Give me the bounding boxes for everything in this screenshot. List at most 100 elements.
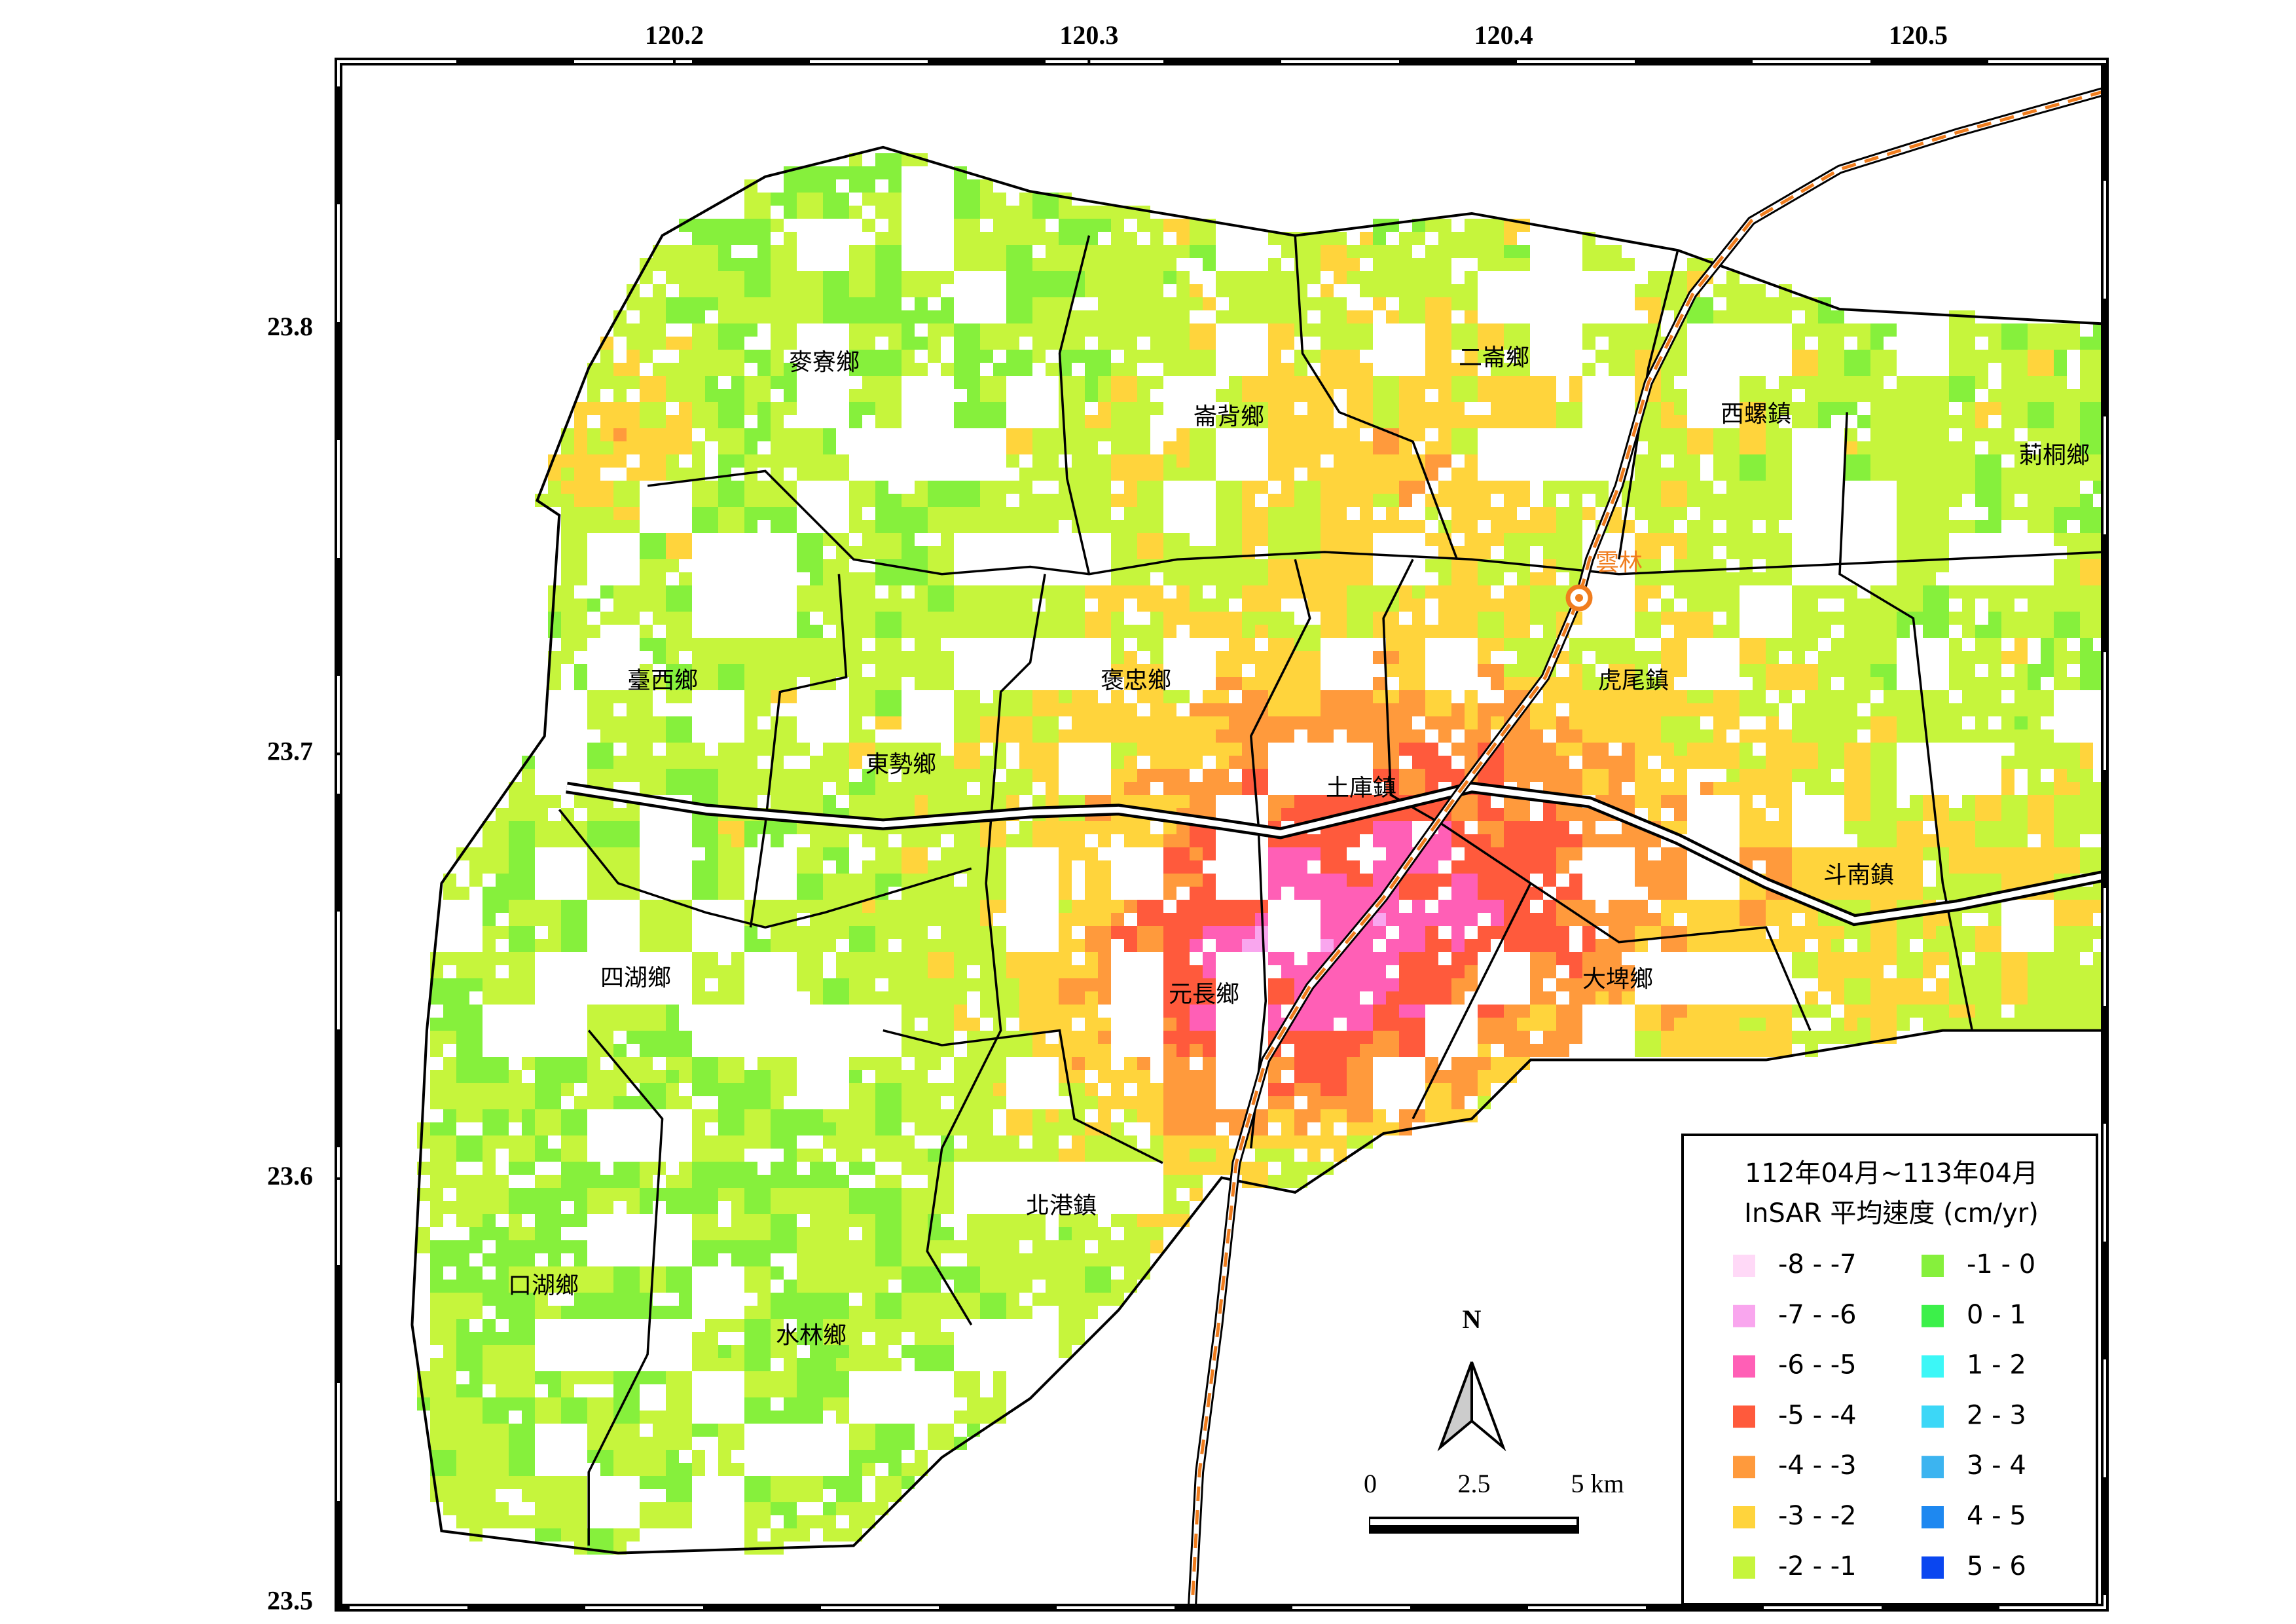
raster-cell <box>522 1162 535 1175</box>
raster-cell <box>862 926 875 939</box>
raster-cell <box>1255 743 1268 756</box>
raster-cell <box>1438 913 1451 926</box>
raster-cell <box>1425 690 1438 703</box>
raster-cell <box>1124 454 1137 468</box>
raster-cell <box>902 520 915 533</box>
raster-cell <box>1347 900 1360 913</box>
raster-cell <box>784 1515 797 1528</box>
raster-cell <box>1399 769 1412 782</box>
raster-cell <box>1111 310 1124 323</box>
raster-cell <box>679 625 692 638</box>
raster-cell <box>954 1266 967 1280</box>
raster-cell <box>1569 389 1582 402</box>
raster-cell <box>1451 860 1465 874</box>
raster-cell <box>1137 900 1150 913</box>
raster-cell <box>1386 258 1399 271</box>
raster-cell <box>1281 271 1294 284</box>
raster-cell <box>1334 559 1347 572</box>
raster-cell <box>993 1057 1006 1070</box>
raster-cell <box>875 402 888 415</box>
raster-cell <box>548 1306 561 1319</box>
raster-cell <box>1321 415 1334 428</box>
raster-cell <box>469 1489 483 1502</box>
raster-cell <box>1412 729 1425 743</box>
raster-cell <box>1491 572 1504 585</box>
raster-cell <box>1451 1070 1465 1083</box>
raster-cell <box>1281 690 1294 703</box>
raster-cell <box>1019 323 1032 337</box>
raster-cell <box>718 860 731 874</box>
raster-cell <box>915 1096 928 1109</box>
raster-cell <box>1019 258 1032 271</box>
raster-cell <box>1098 978 1111 991</box>
raster-cell <box>1190 297 1203 310</box>
raster-cell <box>771 1057 784 1070</box>
raster-cell <box>627 1424 640 1437</box>
raster-cell <box>1150 664 1163 677</box>
raster-cell <box>1190 284 1203 297</box>
raster-cell <box>1216 1149 1229 1162</box>
raster-cell <box>1085 887 1098 900</box>
raster-cell <box>600 350 613 363</box>
raster-cell <box>1255 690 1268 703</box>
raster-cell <box>679 1175 692 1188</box>
raster-cell <box>875 1280 888 1293</box>
raster-cell <box>1307 441 1321 454</box>
raster-cell <box>1072 716 1085 729</box>
raster-cell <box>967 232 980 245</box>
raster-cell <box>483 1227 496 1240</box>
raster-cell <box>1255 402 1268 415</box>
raster-cell <box>902 494 915 507</box>
raster-cell <box>1569 1031 1582 1044</box>
raster-cell <box>1111 599 1124 612</box>
raster-cell <box>1124 1253 1137 1266</box>
raster-cell <box>941 310 954 323</box>
raster-cell <box>627 1463 640 1476</box>
raster-cell <box>1150 520 1163 533</box>
raster-cell <box>1360 494 1373 507</box>
raster-cell <box>1190 743 1203 756</box>
raster-cell <box>888 1306 902 1319</box>
raster-cell <box>1334 376 1347 389</box>
raster-cell <box>1373 389 1386 402</box>
raster-cell <box>1425 860 1438 874</box>
raster-cell <box>1412 297 1425 310</box>
raster-cell <box>1386 454 1399 468</box>
raster-cell <box>1425 468 1438 481</box>
raster-cell <box>1438 245 1451 258</box>
raster-cell <box>757 1371 771 1384</box>
raster-cell <box>875 310 888 323</box>
raster-cell <box>443 1306 456 1319</box>
raster-cell <box>744 1253 757 1266</box>
raster-cell <box>574 1122 587 1135</box>
raster-cell <box>875 232 888 245</box>
raster-cell <box>640 703 653 716</box>
raster-cell <box>915 1070 928 1083</box>
raster-cell <box>705 769 718 782</box>
raster-cell <box>1124 389 1137 402</box>
raster-cell <box>1321 520 1334 533</box>
raster-cell <box>1019 520 1032 533</box>
raster-cell <box>849 625 862 638</box>
raster-cell <box>1137 454 1150 468</box>
raster-cell <box>1163 612 1176 625</box>
raster-cell <box>875 376 888 389</box>
raster-cell <box>1478 533 1491 546</box>
raster-cell <box>1176 245 1190 258</box>
raster-cell <box>1046 1018 1059 1031</box>
raster-cell <box>1543 494 1556 507</box>
raster-cell <box>1451 376 1465 389</box>
raster-cell <box>1059 1345 1072 1358</box>
raster-cell <box>1124 481 1137 494</box>
raster-cell <box>1059 690 1072 703</box>
raster-cell <box>915 991 928 1005</box>
raster-cell <box>928 913 941 926</box>
raster-cell <box>1478 795 1491 808</box>
raster-cell <box>705 651 718 664</box>
raster-cell <box>744 1384 757 1397</box>
raster-cell <box>1373 874 1386 887</box>
raster-cell <box>875 415 888 428</box>
raster-cell <box>509 1450 522 1463</box>
raster-cell <box>430 1371 443 1384</box>
raster-cell <box>469 1345 483 1358</box>
